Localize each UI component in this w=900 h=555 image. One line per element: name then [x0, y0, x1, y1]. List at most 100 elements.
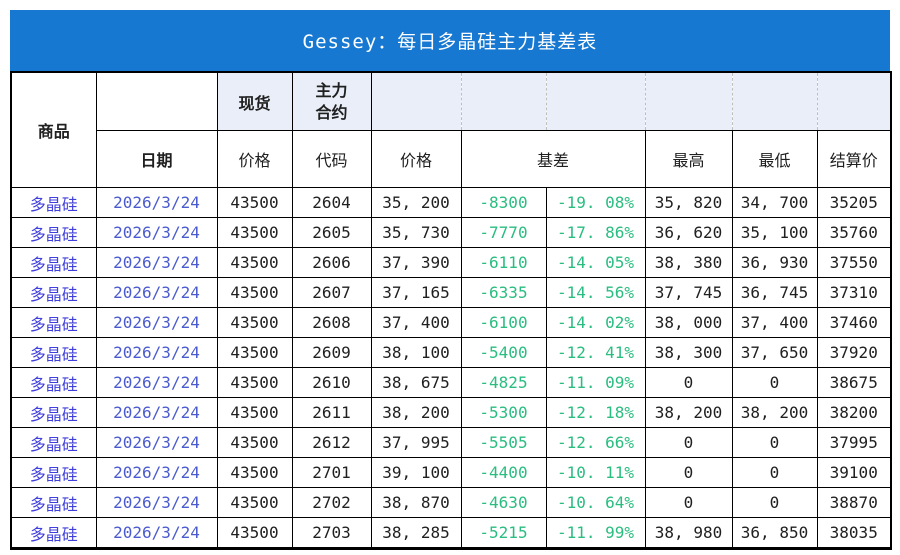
- basis-table-panel: Gessey：每日多晶硅主力基差表 商品 现货 主力 合约 日期 价格 代码 价…: [10, 10, 892, 550]
- cell-date: 2026/3/24: [95, 247, 218, 278]
- cell-settlement: 35205: [816, 187, 892, 218]
- cell-high: 38, 300: [644, 337, 733, 368]
- title-bar: Gessey：每日多晶硅主力基差表: [10, 10, 890, 71]
- header-price: 价格: [370, 130, 462, 188]
- cell-basis-pct: -10. 64%: [545, 487, 646, 518]
- cell-date: 2026/3/24: [95, 217, 218, 248]
- cell-low: 36, 850: [731, 517, 818, 549]
- cell-date: 2026/3/24: [95, 367, 218, 398]
- table-row: 多晶硅 2026/3/24 43500 2702 38, 870 -4630 -…: [10, 487, 892, 518]
- cell-price: 37, 165: [370, 277, 462, 308]
- cell-commodity: 多晶硅: [10, 217, 97, 248]
- cell-spot-price: 43500: [216, 427, 293, 458]
- cell-price: 37, 400: [370, 307, 462, 338]
- cell-settlement: 35760: [816, 217, 892, 248]
- cell-commodity: 多晶硅: [10, 487, 97, 518]
- header-filler: [644, 71, 733, 131]
- cell-low: 36, 745: [731, 277, 818, 308]
- cell-price: 38, 285: [370, 517, 462, 549]
- cell-price: 38, 200: [370, 397, 462, 428]
- header-spacer: [95, 71, 218, 131]
- cell-commodity: 多晶硅: [10, 517, 97, 549]
- header-basis: 基差: [460, 130, 646, 188]
- cell-commodity: 多晶硅: [10, 427, 97, 458]
- cell-high: 0: [644, 457, 733, 488]
- cell-commodity: 多晶硅: [10, 187, 97, 218]
- table-row: 多晶硅 2026/3/24 43500 2612 37, 995 -5505 -…: [10, 427, 892, 458]
- header-filler: [731, 71, 818, 131]
- header-spot-price: 价格: [216, 130, 293, 188]
- cell-high: 38, 000: [644, 307, 733, 338]
- cell-basis-pct: -14. 05%: [545, 247, 646, 278]
- cell-commodity: 多晶硅: [10, 397, 97, 428]
- cell-contract-code: 2607: [291, 277, 372, 308]
- cell-high: 38, 380: [644, 247, 733, 278]
- cell-spot-price: 43500: [216, 397, 293, 428]
- cell-contract-code: 2610: [291, 367, 372, 398]
- cell-basis-pct: -11. 09%: [545, 367, 646, 398]
- cell-contract-code: 2608: [291, 307, 372, 338]
- cell-basis: -7770: [460, 217, 547, 248]
- cell-contract-code: 2701: [291, 457, 372, 488]
- cell-basis: -4630: [460, 487, 547, 518]
- cell-date: 2026/3/24: [95, 307, 218, 338]
- cell-basis-pct: -12. 66%: [545, 427, 646, 458]
- cell-basis-pct: -14. 02%: [545, 307, 646, 338]
- header-spot-group: 现货: [216, 71, 293, 131]
- header-date: 日期: [95, 130, 218, 188]
- cell-price: 35, 200: [370, 187, 462, 218]
- cell-basis: -4825: [460, 367, 547, 398]
- table-row: 多晶硅 2026/3/24 43500 2610 38, 675 -4825 -…: [10, 367, 892, 398]
- cell-price: 39, 100: [370, 457, 462, 488]
- cell-high: 0: [644, 367, 733, 398]
- cell-basis: -8300: [460, 187, 547, 218]
- header-filler: [370, 71, 462, 131]
- cell-commodity: 多晶硅: [10, 307, 97, 338]
- cell-spot-price: 43500: [216, 337, 293, 368]
- header-low: 最低: [731, 130, 818, 188]
- cell-contract-code: 2605: [291, 217, 372, 248]
- header-row-columns: 日期 价格 代码 价格 基差 最高 最低 结算价: [11, 130, 892, 188]
- cell-basis: -5215: [460, 517, 547, 549]
- cell-commodity: 多晶硅: [10, 337, 97, 368]
- cell-contract-code: 2702: [291, 487, 372, 518]
- cell-price: 38, 870: [370, 487, 462, 518]
- cell-basis-pct: -12. 18%: [545, 397, 646, 428]
- cell-settlement: 37995: [816, 427, 892, 458]
- cell-date: 2026/3/24: [95, 427, 218, 458]
- header-high: 最高: [644, 130, 733, 188]
- cell-spot-price: 43500: [216, 187, 293, 218]
- cell-low: 0: [731, 487, 818, 518]
- table-row: 多晶硅 2026/3/24 43500 2609 38, 100 -5400 -…: [10, 337, 892, 368]
- table-row: 多晶硅 2026/3/24 43500 2608 37, 400 -6100 -…: [10, 307, 892, 338]
- cell-price: 38, 100: [370, 337, 462, 368]
- cell-high: 0: [644, 487, 733, 518]
- cell-date: 2026/3/24: [95, 187, 218, 218]
- cell-low: 0: [731, 367, 818, 398]
- cell-date: 2026/3/24: [95, 337, 218, 368]
- cell-basis: -5400: [460, 337, 547, 368]
- cell-settlement: 38675: [816, 367, 892, 398]
- cell-spot-price: 43500: [216, 277, 293, 308]
- header-settlement: 结算价: [816, 130, 892, 188]
- cell-basis-pct: -17. 86%: [545, 217, 646, 248]
- cell-spot-price: 43500: [216, 457, 293, 488]
- cell-settlement: 38870: [816, 487, 892, 518]
- cell-date: 2026/3/24: [95, 457, 218, 488]
- cell-spot-price: 43500: [216, 487, 293, 518]
- cell-contract-code: 2703: [291, 517, 372, 549]
- table-row: 多晶硅 2026/3/24 43500 2606 37, 390 -6110 -…: [10, 247, 892, 278]
- cell-basis-pct: -19. 08%: [545, 187, 646, 218]
- header-row-groups: 商品 现货 主力 合约: [10, 71, 892, 188]
- cell-low: 37, 400: [731, 307, 818, 338]
- cell-price: 38, 675: [370, 367, 462, 398]
- cell-basis: -6335: [460, 277, 547, 308]
- table-row: 多晶硅 2026/3/24 43500 2604 35, 200 -8300 -…: [10, 187, 892, 218]
- cell-contract-code: 2604: [291, 187, 372, 218]
- cell-price: 37, 390: [370, 247, 462, 278]
- cell-basis-pct: -12. 41%: [545, 337, 646, 368]
- cell-high: 0: [644, 427, 733, 458]
- table-row: 多晶硅 2026/3/24 43500 2701 39, 100 -4400 -…: [10, 457, 892, 488]
- cell-price: 35, 730: [370, 217, 462, 248]
- cell-low: 0: [731, 457, 818, 488]
